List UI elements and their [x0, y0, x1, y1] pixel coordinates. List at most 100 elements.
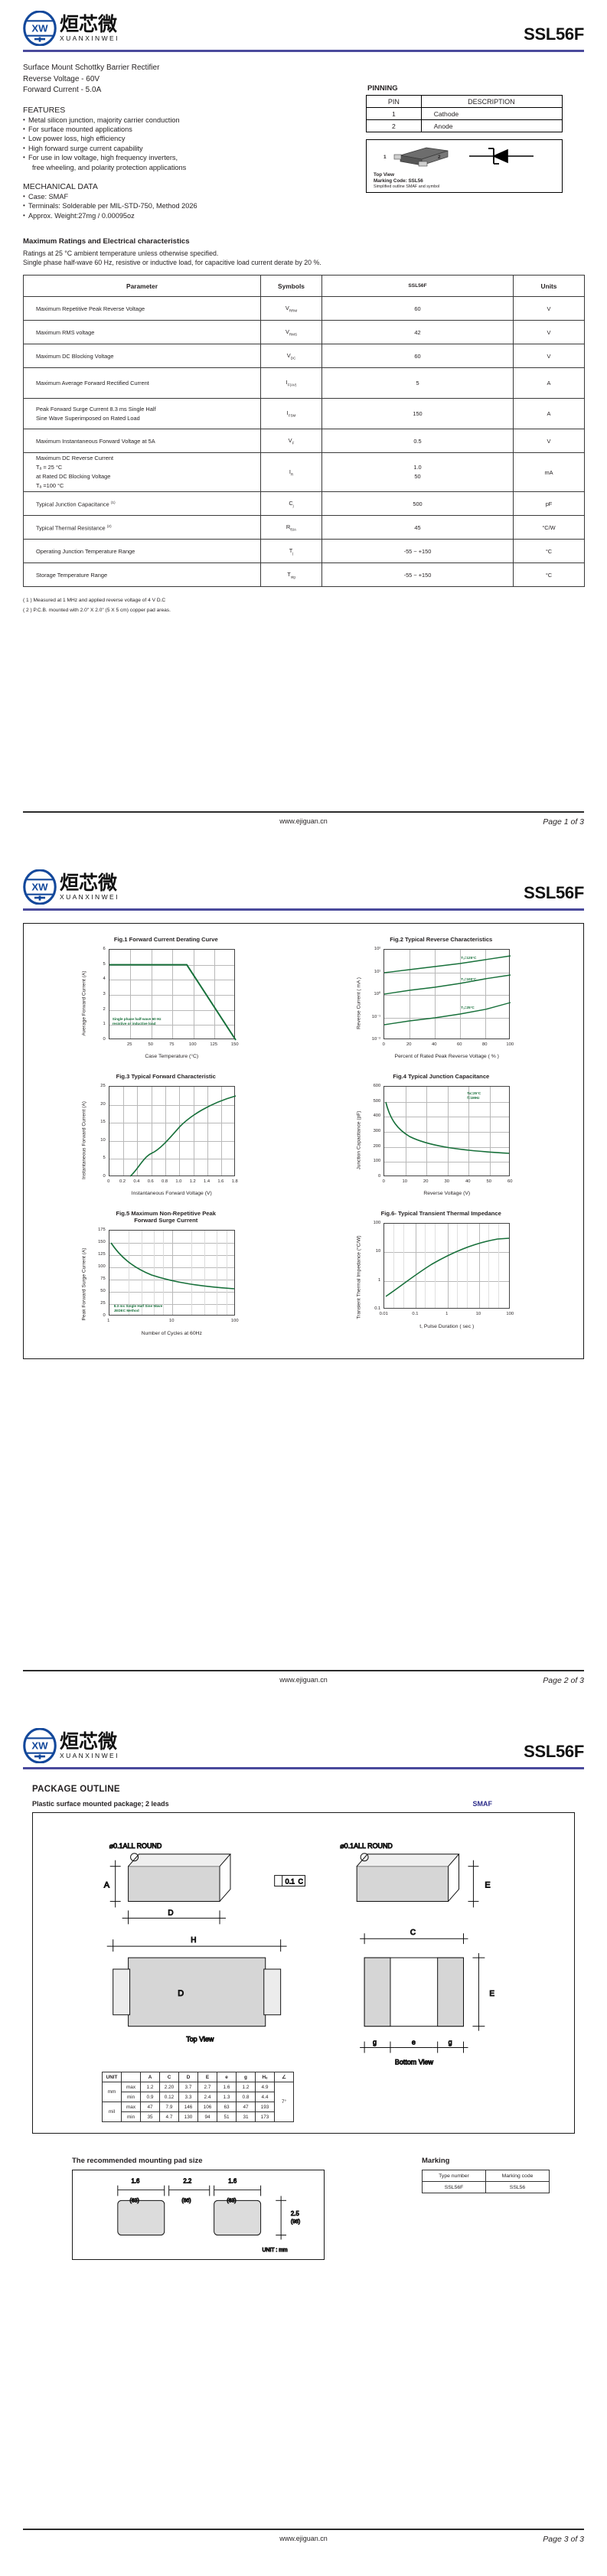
marking-code-value: SSL56 — [485, 2181, 550, 2193]
part-number: SSL56F — [524, 883, 584, 902]
page-header: XW 烜芯微 XUANXINWEI SSL56F — [23, 0, 584, 46]
svg-text:(98): (98) — [291, 2219, 300, 2225]
chart-fig2: Fig.2 Typical Reverse Characteristics Re… — [304, 931, 579, 1068]
x-tick: 50 — [486, 1179, 491, 1184]
mechanical-item: Case: SMAF — [23, 192, 360, 202]
dim-g: 47 — [236, 2102, 256, 2112]
dim-C: 4.7 — [159, 2111, 179, 2122]
package-dimension-drawing: A D ⌀0.1ALL ROUND E ⌀0.1ALL ROUND 0.1 C — [103, 1841, 495, 2066]
case-label: SMAF — [472, 1800, 493, 1808]
svg-text:⌀0.1ALL ROUND: ⌀0.1ALL ROUND — [340, 1842, 393, 1850]
y-axis-label: Average Forward Current (A) — [81, 970, 87, 1036]
y-tick: 2 — [103, 1006, 106, 1012]
feature-item: Metal silicon junction, majority carrier… — [23, 116, 360, 126]
y-tick: 10² — [374, 947, 381, 951]
pin-number: 2 — [366, 119, 422, 132]
y-tick: 300 — [373, 1129, 381, 1133]
y-tick: 5 — [103, 961, 106, 967]
y-tick: 10⁰ — [374, 992, 381, 996]
x-tick: 30 — [444, 1179, 449, 1184]
col-limit — [121, 2072, 141, 2082]
param-unit: mA — [513, 452, 585, 493]
table-row: min 35 4.7 130 94 51 31 173 — [103, 2111, 294, 2122]
feature-item-continuation: free wheeling, and polarity protection a… — [32, 163, 187, 171]
param-name: Typical Junction Capacitance (1) — [23, 491, 261, 517]
x-tick: 100 — [188, 1042, 197, 1047]
features-list: Metal silicon junction, majority carrier… — [23, 116, 360, 172]
dim-g: 31 — [236, 2111, 256, 2122]
y-tick: 175 — [98, 1228, 106, 1232]
characteristic-curves-panel: Fig.1 Forward Current Derating Curve Ave… — [23, 923, 584, 1359]
svg-text:D: D — [178, 1989, 184, 1998]
logo-english-name: XUANXINWEI — [60, 34, 119, 43]
svg-text:g: g — [449, 2039, 452, 2046]
x-tick: 40 — [432, 1042, 437, 1047]
col-unit: UNIT — [102, 2072, 122, 2082]
svg-text:C: C — [299, 1878, 304, 1886]
y-tick: 125 — [98, 1252, 106, 1257]
y-tick: 0 — [378, 1174, 381, 1179]
param-value: 60 — [321, 344, 514, 369]
param-value: 0.5 — [321, 429, 514, 454]
page-number: Page 2 of 3 — [543, 1676, 584, 1685]
x-tick: 60 — [507, 1179, 513, 1184]
ratings-note: Ratings at 25 °C ambient temperature unl… — [23, 249, 219, 258]
param-symbol: Tstg — [260, 562, 322, 588]
chart-title-line2: Forward Surge Current — [134, 1217, 198, 1224]
table-row: Peak Forward Surge Current 8.3 ms Single… — [23, 398, 585, 430]
package-symbol-box: 1 2 Top View Marking Code: SSL56 Simplif… — [366, 139, 563, 193]
website-link[interactable]: www.ejiguan.cn — [279, 817, 328, 825]
svg-text:C: C — [410, 1929, 416, 1937]
dim-D: 130 — [178, 2111, 198, 2122]
curve-label-ta100: Tₐ=100°C — [461, 977, 477, 981]
page-footer: www.ejiguan.cn Page 1 of 3 — [23, 810, 584, 827]
marking-code-caption: Marking Code: SSL56 — [374, 178, 423, 184]
marking-table: Type number Marking code SSL56F SSL56 — [422, 2170, 550, 2193]
dim-g: 0.8 — [236, 2092, 256, 2102]
param-unit: A — [513, 367, 585, 399]
company-logo: XW 烜芯微 XUANXINWEI — [23, 869, 119, 905]
curve-label-ta25: Tₐ=25°C — [461, 1006, 475, 1009]
x-tick: 0 — [382, 1042, 385, 1047]
col-He: Hₑ — [255, 2072, 275, 2082]
param-name: Operating Junction Temperature Range — [23, 539, 261, 564]
param-symbol: VRMS — [260, 320, 322, 345]
page-3: XW 烜芯微 XUANXINWEI SSL56F PACKAGE OUTLINE… — [0, 1717, 607, 2576]
product-summary: Surface Mount Schottky Barrier Rectifier… — [23, 63, 360, 96]
mounting-pad-drawing: 1.6 (63) 2.2 (86) 1.6 (63) 2.5 (98) UNIT… — [72, 2170, 325, 2260]
param-unit: V — [513, 296, 585, 321]
svg-text:E: E — [489, 1990, 494, 1998]
param-name: Maximum DC Blocking Voltage — [23, 344, 261, 369]
param-unit: °C — [513, 562, 585, 588]
pin-description: Cathode — [420, 107, 563, 120]
svg-text:XW: XW — [31, 22, 48, 34]
x-tick: 1.0 — [175, 1179, 182, 1184]
x-tick: 150 — [230, 1042, 239, 1047]
dim-angle: 7° — [274, 2082, 294, 2122]
param-symbol: Tj — [260, 539, 322, 564]
param-unit: °C — [513, 539, 585, 564]
features-title: FEATURES — [23, 105, 66, 115]
dim-g: 1.2 — [236, 2082, 256, 2092]
x-tick: 0.2 — [119, 1179, 126, 1184]
mounting-pad-title: The recommended mounting pad size — [72, 2157, 203, 2165]
col-symbols: Symbols — [260, 275, 322, 298]
company-logo: XW 烜芯微 XUANXINWEI — [23, 11, 119, 46]
param-name-line2: at Rated DC Blocking Voltage — [36, 473, 111, 481]
col-D: D — [178, 2072, 198, 2082]
website-link[interactable]: www.ejiguan.cn — [279, 1676, 328, 1684]
website-link[interactable]: www.ejiguan.cn — [279, 2535, 328, 2542]
table-row: Storage Temperature Range Tstg -55 ~ +15… — [23, 562, 585, 588]
x-tick: 25 — [127, 1042, 132, 1047]
x-tick: 20 — [406, 1042, 412, 1047]
param-value-1: 1.0 — [413, 464, 422, 471]
x-tick: 100 — [230, 1319, 239, 1323]
x-tick: 0.01 — [379, 1312, 388, 1316]
svg-text:D: D — [168, 1909, 173, 1917]
top-view-caption: Top View — [374, 172, 395, 178]
y-tick: 50 — [100, 1289, 106, 1293]
param-value: 42 — [321, 320, 514, 345]
param-symbol: RθJA — [260, 515, 322, 540]
x-tick: 10 — [402, 1179, 407, 1184]
svg-text:⌀0.1ALL ROUND: ⌀0.1ALL ROUND — [109, 1842, 162, 1850]
